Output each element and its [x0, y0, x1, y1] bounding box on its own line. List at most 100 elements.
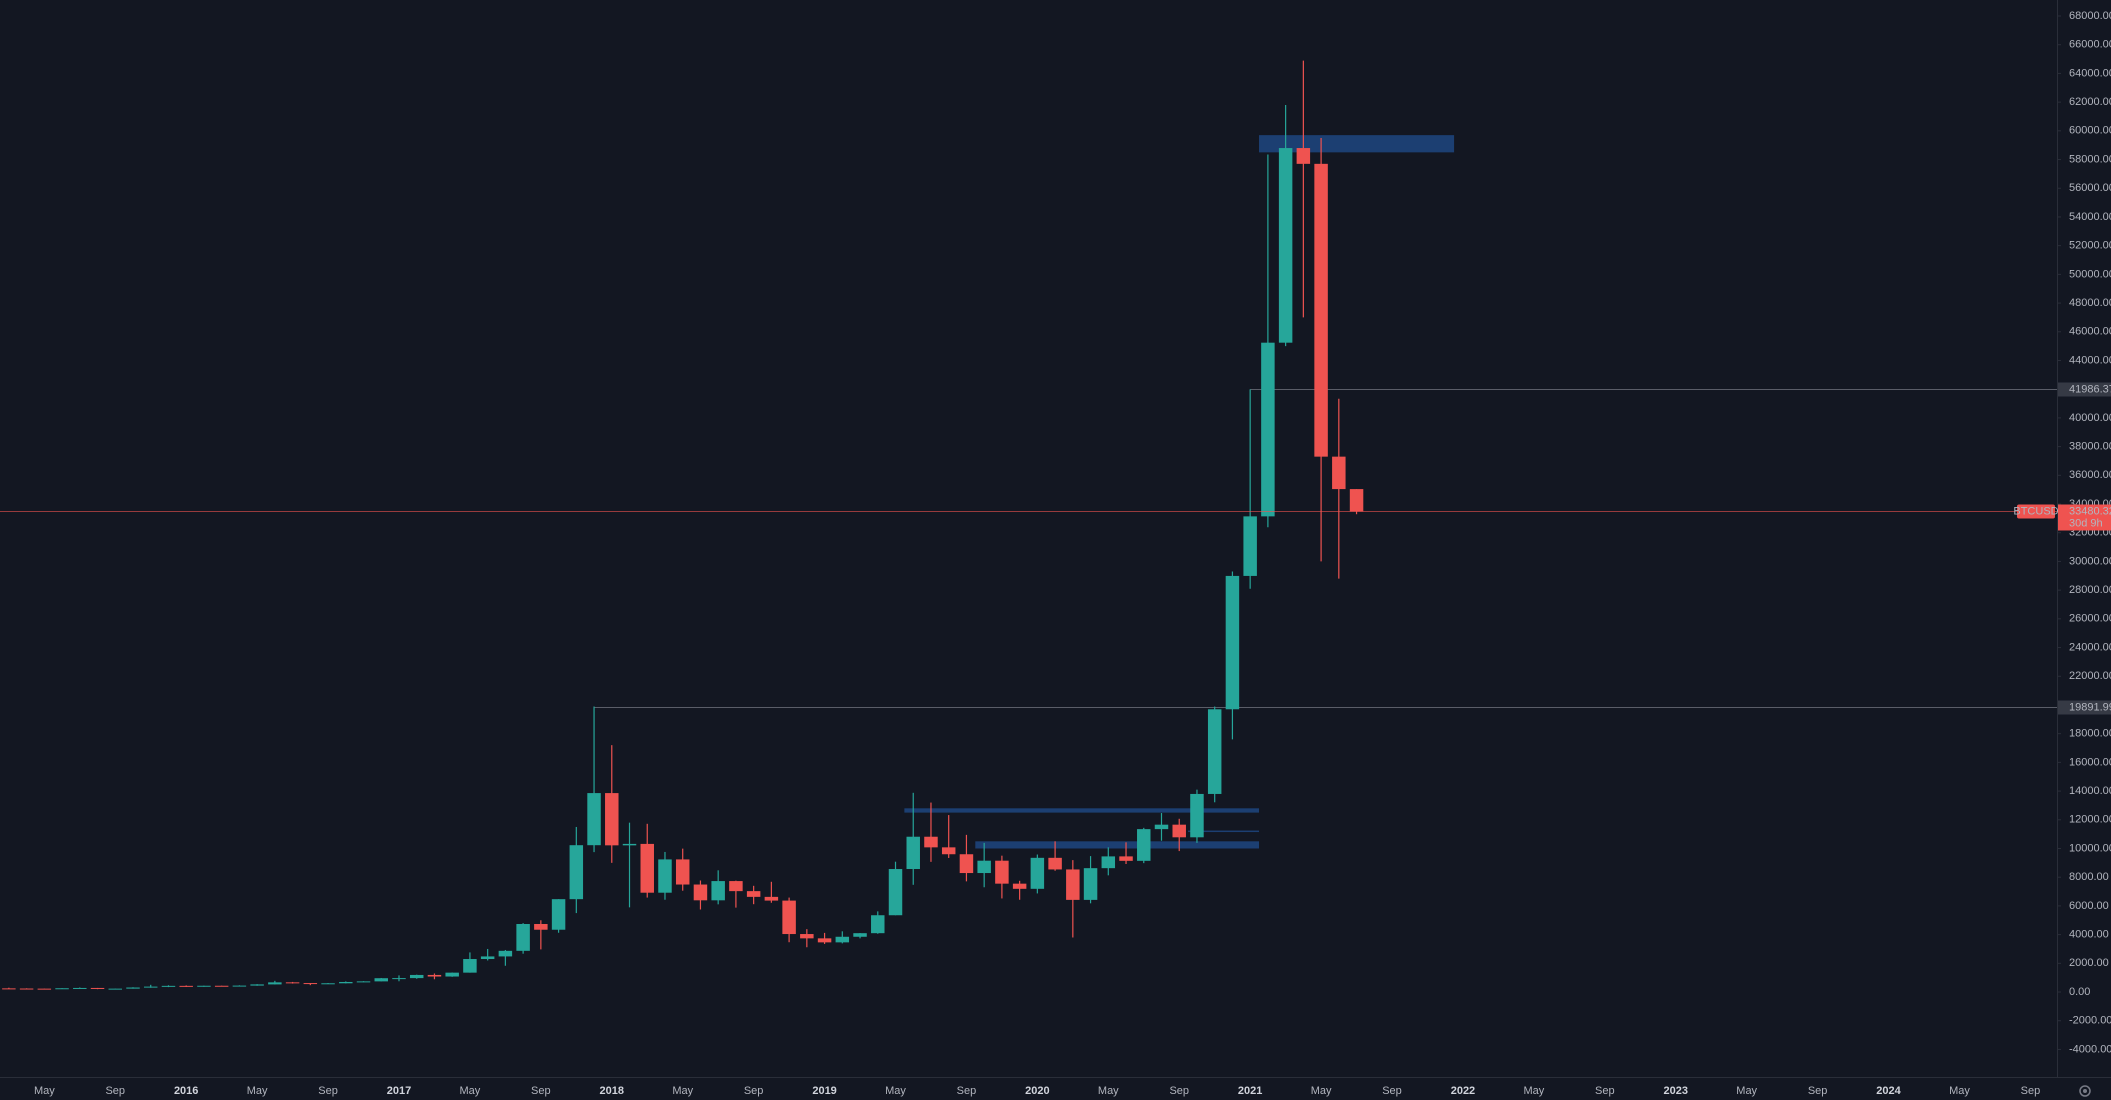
x-tick-label: 2020: [1025, 1085, 1049, 1097]
candle-body: [746, 891, 761, 897]
x-tick-label: 2018: [600, 1085, 624, 1097]
x-tick-label: Sep: [318, 1085, 338, 1097]
x-tick-label: 2017: [387, 1085, 411, 1097]
y-tick-label: 68000.00: [2069, 10, 2111, 22]
level-label: 41986.37: [2069, 383, 2111, 395]
x-tick-label: May: [1098, 1085, 1119, 1097]
candle-body: [924, 836, 938, 848]
y-tick-label: 40000.00: [2069, 412, 2111, 424]
candle-body: [675, 859, 690, 885]
x-tick-label: May: [1949, 1085, 1970, 1097]
y-tick-label: -2000.00: [2069, 1015, 2111, 1027]
x-tick-label: Sep: [2021, 1085, 2041, 1097]
settings-icon[interactable]: [2079, 1085, 2091, 1097]
candle-body: [1190, 793, 1204, 838]
y-tick-label: 16000.00: [2069, 756, 2111, 768]
candle-body: [356, 981, 371, 983]
candle-body: [1207, 709, 1222, 794]
settings-gear-center[interactable]: [2083, 1089, 2087, 1093]
candle-body: [498, 950, 513, 957]
y-tick-label: 12000.00: [2069, 814, 2111, 826]
candle-body: [658, 859, 672, 893]
candle-body: [800, 934, 814, 939]
candle-body: [480, 956, 495, 960]
x-tick-label: Sep: [1169, 1085, 1189, 1097]
candle-body: [374, 978, 388, 982]
countdown-label: 30d 9h: [2069, 517, 2103, 529]
x-tick-label: Sep: [1808, 1085, 1828, 1097]
last-price-tag: [2058, 504, 2111, 531]
level-tag: [2058, 700, 2111, 715]
candle-body: [1119, 856, 1133, 861]
y-tick-label: 44000.00: [2069, 354, 2111, 366]
x-tick-label: May: [460, 1085, 481, 1097]
y-tick-label: 30000.00: [2069, 555, 2111, 567]
candle-body: [214, 985, 229, 987]
y-tick-label: 64000.00: [2069, 67, 2111, 79]
candle-body: [250, 984, 264, 986]
x-tick-label: Sep: [1595, 1085, 1615, 1097]
candle-body: [853, 933, 867, 937]
x-tick-label: Sep: [1382, 1085, 1402, 1097]
candle-body: [622, 843, 637, 846]
candle-body: [445, 972, 459, 977]
candle-body: [1030, 857, 1045, 889]
candle-body: [995, 860, 1009, 884]
x-tick-label: Sep: [105, 1085, 125, 1097]
candle-body: [179, 985, 193, 987]
candle-body: [782, 900, 796, 935]
candle-body: [1314, 163, 1328, 457]
y-tick-label: 54000.00: [2069, 211, 2111, 223]
candle-body: [285, 982, 300, 984]
x-tick-label: May: [247, 1085, 268, 1097]
candle-body: [268, 982, 282, 985]
x-tick-label: 2019: [812, 1085, 836, 1097]
x-tick-label: 2024: [1876, 1085, 1901, 1097]
y-tick-label: 48000.00: [2069, 297, 2111, 309]
candle-body: [605, 793, 619, 846]
zone: [1188, 830, 1260, 833]
level-tag: [2058, 382, 2111, 397]
candle-body: [1225, 575, 1240, 710]
candle-body: [126, 987, 140, 989]
symbol-tag: [2017, 504, 2055, 519]
y-tick-label: 0.00: [2069, 986, 2090, 998]
candle-body: [339, 981, 353, 984]
candle-body: [463, 959, 477, 973]
candle-body: [941, 847, 956, 855]
y-tick-label: 24000.00: [2069, 641, 2111, 653]
candle-body: [534, 923, 548, 930]
candle-body: [55, 988, 69, 990]
candle-body: [19, 988, 34, 990]
candle-body: [108, 988, 123, 990]
y-tick-label: 4000.00: [2069, 929, 2109, 941]
candle-body: [2, 988, 16, 990]
x-tick-label: May: [672, 1085, 693, 1097]
candle-body: [906, 836, 920, 870]
axes: -4000.00 -2000.00 0.00 2000.00 4000.00 6000.0…: [34, 10, 2111, 1097]
symbol-label: BTCUSD: [2013, 505, 2058, 517]
x-tick-label: 2022: [1451, 1085, 1475, 1097]
candle-body: [90, 987, 105, 989]
candle-body: [977, 860, 991, 874]
candle-body: [959, 854, 974, 874]
candle-body: [1154, 824, 1169, 830]
candle-body: [321, 983, 335, 985]
x-tick-label: 2016: [174, 1085, 198, 1097]
x-tick-label: May: [1736, 1085, 1757, 1097]
candle-body: [1261, 342, 1275, 517]
candle-body: [551, 899, 566, 930]
candle-body: [1048, 857, 1062, 870]
y-tick-label: 22000.00: [2069, 670, 2111, 682]
settings-gear[interactable]: [2079, 1085, 2091, 1097]
y-tick-label: 10000.00: [2069, 842, 2111, 854]
y-tick-label: 18000.00: [2069, 728, 2111, 740]
candle-body: [427, 974, 442, 977]
candle-body: [1066, 869, 1080, 900]
candle-body: [232, 985, 247, 987]
y-tick-label: 8000.00: [2069, 871, 2109, 883]
candle-body: [37, 988, 52, 990]
candle-body: [711, 881, 725, 901]
